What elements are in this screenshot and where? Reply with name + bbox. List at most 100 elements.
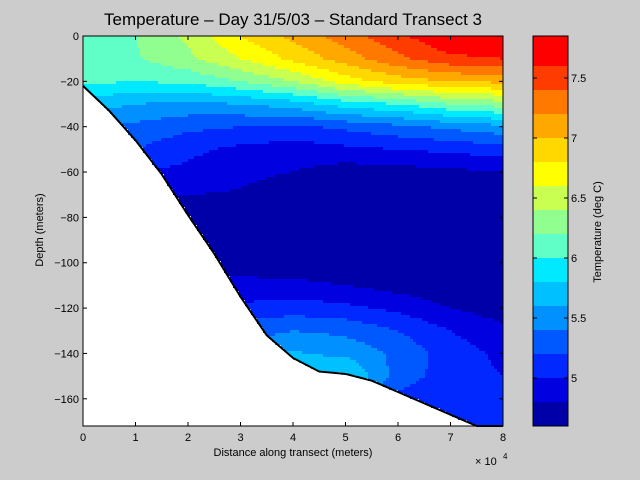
temperature-cell xyxy=(332,144,335,147)
temperature-cell xyxy=(386,132,389,135)
temperature-cell xyxy=(425,72,428,75)
temperature-cell xyxy=(185,90,188,93)
temperature-cell xyxy=(98,78,101,81)
temperature-cell xyxy=(470,57,473,60)
temperature-cell xyxy=(428,138,431,141)
temperature-cell xyxy=(116,51,119,54)
temperature-cell xyxy=(386,81,389,84)
temperature-cell xyxy=(164,108,167,111)
temperature-cell xyxy=(290,138,293,141)
temperature-cell xyxy=(488,108,491,111)
temperature-cell xyxy=(200,141,203,144)
temperature-cell xyxy=(404,120,407,123)
temperature-cell xyxy=(221,54,224,57)
temperature-cell xyxy=(317,45,320,48)
temperature-cell xyxy=(488,126,491,129)
temperature-cell xyxy=(254,105,257,108)
temperature-cell xyxy=(293,108,296,111)
temperature-cell xyxy=(266,42,269,45)
temperature-cell xyxy=(251,90,254,93)
temperature-cell xyxy=(167,48,170,51)
temperature-cell xyxy=(350,99,353,102)
temperature-cell xyxy=(155,90,158,93)
temperature-cell xyxy=(344,138,347,141)
temperature-cell xyxy=(413,114,416,117)
temperature-cell xyxy=(500,144,503,147)
temperature-cell xyxy=(152,135,155,138)
temperature-cell xyxy=(281,123,284,126)
temperature-cell xyxy=(470,144,473,147)
temperature-cell xyxy=(407,69,410,72)
temperature-cell xyxy=(443,36,446,39)
temperature-cell xyxy=(470,99,473,102)
temperature-cell xyxy=(341,120,344,123)
temperature-cell xyxy=(227,141,230,144)
temperature-cell xyxy=(290,60,293,63)
temperature-cell xyxy=(350,36,353,39)
temperature-cell xyxy=(497,84,500,87)
temperature-cell xyxy=(407,117,410,120)
temperature-cell xyxy=(149,90,152,93)
temperature-cell xyxy=(131,87,134,90)
temperature-cell xyxy=(299,45,302,48)
temperature-cell xyxy=(449,42,452,45)
temperature-cell xyxy=(467,60,470,63)
temperature-cell xyxy=(404,105,407,108)
temperature-cell xyxy=(230,45,233,48)
temperature-cell xyxy=(155,108,158,111)
temperature-cell xyxy=(386,141,389,144)
temperature-cell xyxy=(485,66,488,69)
temperature-cell xyxy=(440,108,443,111)
temperature-cell xyxy=(497,69,500,72)
temperature-cell xyxy=(173,129,176,132)
temperature-cell xyxy=(404,114,407,117)
temperature-cell xyxy=(146,57,149,60)
temperature-cell xyxy=(500,39,503,42)
temperature-cell xyxy=(227,57,230,60)
temperature-cell xyxy=(377,105,380,108)
temperature-cell xyxy=(383,72,386,75)
temperature-cell xyxy=(287,60,290,63)
temperature-cell xyxy=(494,57,497,60)
temperature-cell xyxy=(344,78,347,81)
temperature-cell xyxy=(455,54,458,57)
temperature-cell xyxy=(494,51,497,54)
temperature-cell xyxy=(350,54,353,57)
temperature-cell xyxy=(389,108,392,111)
temperature-cell xyxy=(287,138,290,141)
temperature-cell xyxy=(320,105,323,108)
temperature-cell xyxy=(239,54,242,57)
temperature-cell xyxy=(464,39,467,42)
temperature-cell xyxy=(317,51,320,54)
temperature-cell xyxy=(365,48,368,51)
temperature-cell xyxy=(164,96,167,99)
temperature-cell xyxy=(434,87,437,90)
temperature-cell xyxy=(365,117,368,120)
temperature-cell xyxy=(203,51,206,54)
temperature-cell xyxy=(401,120,404,123)
temperature-cell xyxy=(284,114,287,117)
temperature-cell xyxy=(113,90,116,93)
temperature-cell xyxy=(392,114,395,117)
temperature-cell xyxy=(413,93,416,96)
temperature-cell xyxy=(365,132,368,135)
temperature-cell xyxy=(158,96,161,99)
temperature-cell xyxy=(491,93,494,96)
temperature-cell xyxy=(209,135,212,138)
temperature-cell xyxy=(221,78,224,81)
temperature-cell xyxy=(353,51,356,54)
temperature-cell xyxy=(278,93,281,96)
temperature-cell xyxy=(461,54,464,57)
temperature-cell xyxy=(140,132,143,135)
temperature-cell xyxy=(413,123,416,126)
temperature-cell xyxy=(377,96,380,99)
temperature-cell xyxy=(254,90,257,93)
temperature-cell xyxy=(476,111,479,114)
temperature-cell xyxy=(467,72,470,75)
temperature-cell xyxy=(251,117,254,120)
temperature-cell xyxy=(275,102,278,105)
temperature-cell xyxy=(206,135,209,138)
temperature-cell xyxy=(218,123,221,126)
temperature-cell xyxy=(440,54,443,57)
temperature-cell xyxy=(218,96,221,99)
